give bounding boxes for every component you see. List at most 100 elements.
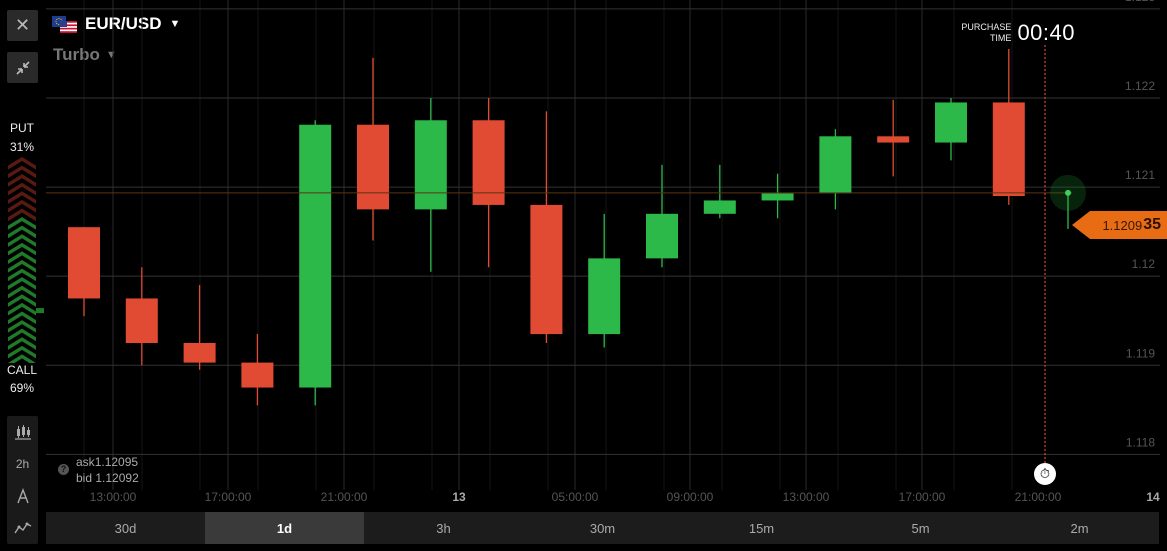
x-tick-label: 09:00:00: [667, 490, 714, 504]
current-price-tail: 35: [1143, 216, 1161, 233]
timeframe-bar: 30d 1d 3h 30m 15m 5m 2m: [46, 512, 1159, 544]
sentiment-chevron: [8, 320, 36, 333]
price-chart[interactable]: 1.123 1.122 1.121 1.12 1.119 1.118 13:00:00 17:…: [0, 0, 1167, 512]
sentiment-chevron: [8, 260, 36, 273]
purchase-countdown: 00:40: [1017, 20, 1075, 45]
chart-tools: 2h: [7, 416, 38, 544]
y-tick-label: 1.118: [1126, 435, 1155, 449]
sentiment-chevron: [8, 165, 36, 179]
x-tick-label: 13:00:00: [90, 490, 137, 504]
sentiment-marker: [36, 308, 44, 314]
candle: [125, 267, 158, 366]
sentiment-chevron: [8, 251, 36, 264]
candle: [646, 164, 678, 268]
x-tick-label: 13: [452, 490, 466, 504]
candle: [761, 173, 794, 219]
option-type-label: Turbo: [53, 45, 100, 64]
sentiment-chevron: [8, 242, 36, 256]
candle: [414, 98, 447, 272]
x-tick-label: 13:00:00: [783, 490, 830, 504]
close-icon: ✕: [14, 15, 31, 35]
sentiment-chevron: [8, 345, 36, 359]
candle: [530, 111, 563, 343]
timeframe-1d[interactable]: 1d: [205, 512, 364, 544]
timeframe-3h[interactable]: 3h: [436, 520, 451, 536]
y-tick-label: 1.121: [1125, 168, 1155, 182]
sentiment-chevron: [8, 234, 36, 247]
candle-body: [299, 124, 332, 388]
candle-body: [935, 102, 967, 143]
sentiment-chevron: [8, 191, 36, 204]
ask-label: ask: [76, 455, 95, 469]
drawing-tools-button[interactable]: [7, 480, 38, 512]
candle-body: [472, 120, 505, 205]
x-tick-label: 21:00:00: [1015, 490, 1062, 504]
put-label: PUT: [10, 121, 34, 135]
candles-icon: [14, 425, 31, 440]
candle-body: [703, 200, 736, 214]
candle-body: [819, 136, 852, 194]
purchase-time: PURCHASE TIME 00:40: [961, 20, 1075, 46]
timeframe-5m[interactable]: 5m: [911, 520, 930, 536]
candle-body: [877, 136, 910, 143]
y-tick-label: 1.12: [1132, 257, 1156, 271]
sentiment-chevron: [8, 174, 36, 187]
sentiment-chevron: [8, 199, 36, 213]
y-tick-label: 1.123: [1125, 0, 1155, 4]
ask-bid-info: ? ask1.12095 bid 1.12092: [58, 454, 139, 486]
interval-button[interactable]: 2h: [7, 448, 38, 480]
sentiment-chevron: [8, 328, 36, 342]
draw-icon: [16, 488, 29, 504]
sentiment-chevron: [8, 268, 36, 282]
sentiment-chevron: [8, 157, 36, 170]
sentiment-chevron: [8, 217, 36, 230]
sentiment-chevron: [8, 208, 36, 222]
candle: [357, 57, 389, 241]
indicators-icon: [13, 522, 31, 534]
timeframe-15m[interactable]: 15m: [748, 520, 775, 536]
flag-icon: [52, 15, 77, 33]
sentiment-chevron: [8, 302, 36, 316]
candle: [819, 129, 852, 210]
sentiment-bar: [8, 157, 44, 363]
candle-body: [125, 298, 158, 343]
chart-type-button[interactable]: [7, 416, 38, 448]
current-price-dot: [1065, 189, 1071, 196]
sentiment-chevron: [8, 311, 36, 325]
current-price-main: 1.1209: [1102, 217, 1143, 233]
timeframe-30d[interactable]: 30d: [114, 520, 137, 536]
close-button[interactable]: ✕: [7, 10, 38, 41]
current-price-tag: 1.1209 35: [1072, 211, 1167, 239]
timeframe-2m[interactable]: 2m: [1070, 520, 1089, 536]
time-label: TIME: [989, 33, 1012, 43]
candle-body: [646, 213, 678, 259]
x-tick-label: 17:00:00: [899, 490, 946, 504]
call-label: CALL: [6, 363, 38, 377]
indicators-button[interactable]: [7, 512, 38, 544]
sentiment-chevron: [8, 354, 36, 363]
candle: [703, 164, 736, 219]
x-tick-label: 17:00:00: [205, 490, 252, 504]
collapse-icon: [15, 60, 30, 75]
sentiment-chevron: [8, 225, 36, 239]
candle-body: [183, 343, 216, 363]
candle: [992, 49, 1025, 205]
candle: [241, 334, 274, 406]
collapse-button[interactable]: [7, 52, 38, 83]
candle-body: [588, 258, 621, 335]
stopwatch-icon[interactable]: ⏱: [1034, 463, 1056, 485]
sentiment-chevron: [8, 285, 36, 299]
sentiment-chevron: [8, 277, 36, 290]
timeframe-30m[interactable]: 30m: [589, 520, 616, 536]
y-tick-label: 1.119: [1126, 346, 1155, 360]
help-icon[interactable]: ?: [58, 464, 69, 475]
option-type-selector[interactable]: Turbo ▼: [53, 45, 117, 65]
candle: [183, 285, 216, 370]
chevron-down-icon: ▼: [169, 18, 181, 30]
candle: [68, 227, 100, 317]
call-percent: 69%: [9, 381, 35, 395]
candle-body: [992, 102, 1025, 196]
x-tick-label: 05:00:00: [552, 490, 599, 504]
candle: [935, 98, 967, 161]
candle: [588, 213, 621, 348]
